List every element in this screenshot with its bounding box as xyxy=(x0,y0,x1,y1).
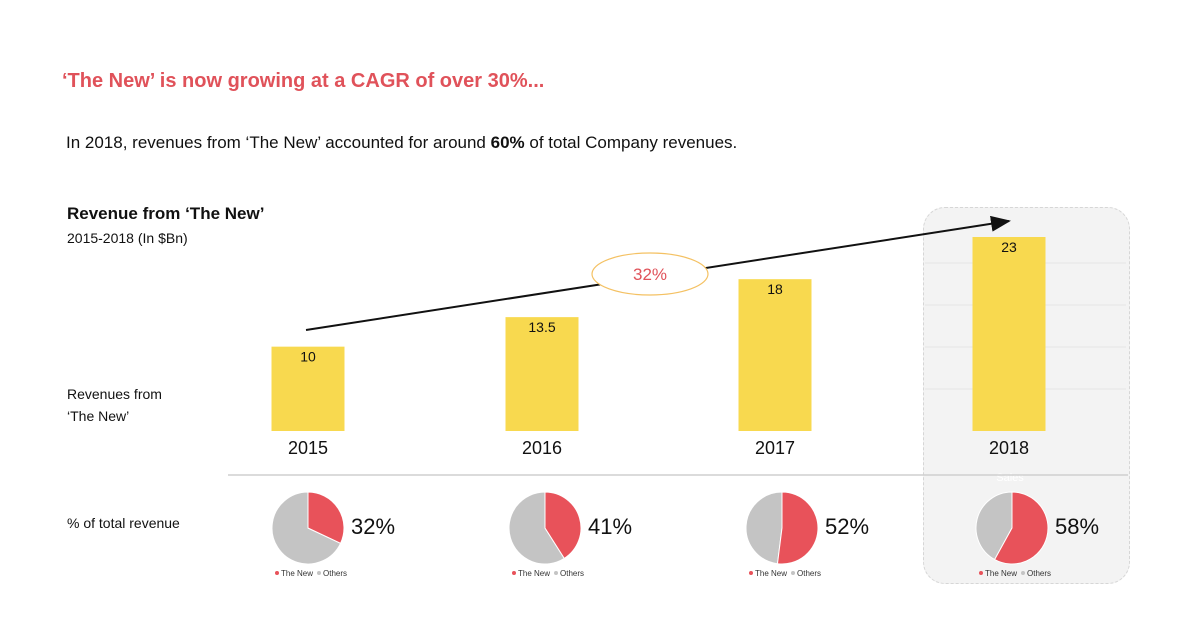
pie-slice-the-new-2018 xyxy=(993,491,1049,565)
row-label-revenues: Revenues from ‘The New’ xyxy=(67,383,207,427)
legend-marker-others-2018 xyxy=(1021,571,1025,575)
legend-label-the-new-2017: The New xyxy=(755,569,787,578)
bar-value-label-2017: 18 xyxy=(767,281,783,297)
legend-marker-others-2016 xyxy=(554,571,558,575)
pie-percent-label-2017: 52% xyxy=(825,514,869,539)
legend-marker-others-2017 xyxy=(791,571,795,575)
category-label-2018: 2018 xyxy=(989,438,1029,458)
row-label-percent: % of total revenue xyxy=(67,515,180,531)
category-label-2017: 2017 xyxy=(755,438,795,458)
pie-percent-label-2018: 58% xyxy=(1055,514,1099,539)
bar-2015 xyxy=(271,346,345,431)
pie-slice-others-2018 xyxy=(975,491,1013,561)
highlight-label: Sales xyxy=(996,472,1024,484)
legend-marker-the-new-2016 xyxy=(512,571,516,575)
pie-percent-label-2015: 32% xyxy=(351,514,395,539)
chart-title: Revenue from ‘The New’ xyxy=(67,204,265,223)
bar-value-label-2016: 13.5 xyxy=(528,319,555,335)
legend-label-others-2018: Others xyxy=(1027,569,1051,578)
pie-slice-the-new-2017 xyxy=(776,491,819,565)
headline: ‘The New’ is now growing at a CAGR of ov… xyxy=(62,70,545,92)
legend-label-the-new-2018: The New xyxy=(985,569,1017,578)
bar-2017 xyxy=(738,279,812,431)
row-label-revenues-line2: ‘The New’ xyxy=(67,408,130,424)
cagr-label: 32% xyxy=(633,265,667,284)
legend-marker-the-new-2018 xyxy=(979,571,983,575)
category-label-2015: 2015 xyxy=(288,438,328,458)
legend-label-others-2016: Others xyxy=(560,569,584,578)
summary-text: In 2018, revenues from ‘The New’ account… xyxy=(66,133,737,153)
legend-label-others-2017: Others xyxy=(797,569,821,578)
pie-percent-label-2016: 41% xyxy=(588,514,632,539)
summary-text-end: of total Company revenues. xyxy=(524,133,738,152)
pie-slice-others-2017 xyxy=(745,491,783,565)
pie-slice-others-2016 xyxy=(508,491,565,565)
summary-text-bold: 60% xyxy=(490,133,525,152)
legend-marker-others-2015 xyxy=(317,571,321,575)
bar-2018 xyxy=(972,237,1046,431)
pie-slice-the-new-2015 xyxy=(307,491,345,544)
row-label-revenues-line1: Revenues from xyxy=(67,386,162,402)
legend-marker-the-new-2015 xyxy=(275,571,279,575)
bar-value-label-2018: 23 xyxy=(1001,239,1017,255)
bar-value-label-2015: 10 xyxy=(300,349,316,365)
legend-label-others-2015: Others xyxy=(323,569,347,578)
legend-label-the-new-2015: The New xyxy=(281,569,313,578)
category-label-2016: 2016 xyxy=(522,438,562,458)
legend-marker-the-new-2017 xyxy=(749,571,753,575)
pie-slice-the-new-2016 xyxy=(544,491,582,560)
legend-label-the-new-2016: The New xyxy=(518,569,550,578)
summary-text-start: In 2018, revenues from ‘The New’ account… xyxy=(66,133,491,152)
chart-subtitle: 2015-2018 (In $Bn) xyxy=(67,230,188,246)
pie-slice-others-2015 xyxy=(271,491,342,565)
bar-2016 xyxy=(505,317,579,431)
cagr-bubble xyxy=(591,252,709,296)
